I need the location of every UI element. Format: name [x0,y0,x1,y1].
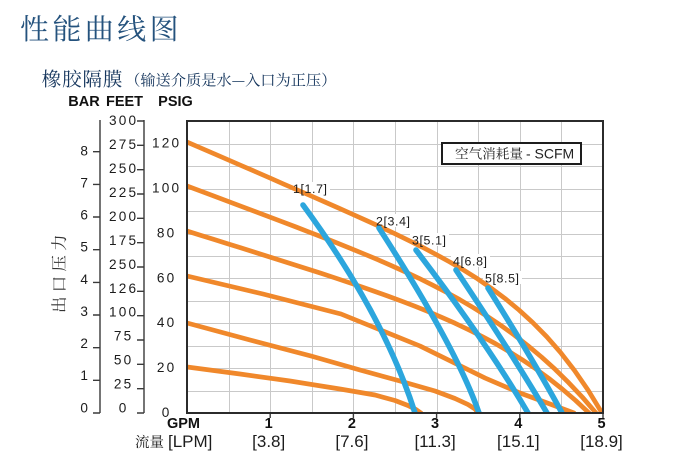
svg-text:1: 1 [80,368,90,383]
svg-text:126: 126 [109,281,138,296]
svg-text:8: 8 [80,143,90,158]
svg-text:2: 2 [80,336,90,351]
svg-text:225: 225 [109,185,138,200]
svg-text:5[8.5]: 5[8.5] [485,272,520,286]
svg-text:250: 250 [109,161,138,176]
svg-text:250: 250 [109,257,138,272]
svg-text:4[6.8]: 4[6.8] [453,255,488,269]
svg-text:3: 3 [80,304,90,319]
svg-text:75: 75 [114,329,134,344]
svg-text:4: 4 [80,272,90,287]
svg-text:[11.3]: [11.3] [414,432,455,451]
svg-text:[15.1]: [15.1] [497,432,540,451]
svg-text:7: 7 [80,175,90,190]
svg-text:175: 175 [109,233,138,248]
svg-text:0: 0 [162,405,172,420]
svg-text:300: 300 [109,113,138,128]
svg-text:[18.9]: [18.9] [580,432,623,451]
svg-text:120: 120 [152,136,181,151]
svg-text:4: 4 [514,416,522,432]
svg-text:60: 60 [157,270,177,285]
svg-text:PSIG: PSIG [158,94,193,110]
svg-text:FEET: FEET [106,94,143,110]
svg-text:275: 275 [109,137,138,152]
svg-text:1[1.7]: 1[1.7] [293,182,328,196]
svg-text:100: 100 [152,181,181,196]
svg-text:BAR: BAR [68,94,100,110]
svg-text:1: 1 [265,416,273,432]
svg-text:0: 0 [80,400,90,415]
svg-text:GPM: GPM [167,416,200,432]
svg-text:20: 20 [157,360,177,375]
svg-text:[7.6]: [7.6] [335,432,368,451]
svg-text:[3.8]: [3.8] [252,432,285,451]
svg-text:[LPM]: [LPM] [168,432,212,451]
svg-text:40: 40 [157,315,177,330]
svg-text:- SCFM: - SCFM [526,146,574,162]
svg-text:25: 25 [114,377,134,392]
svg-text:5: 5 [597,416,605,432]
svg-text:200: 200 [109,209,138,224]
svg-text:3[5.1]: 3[5.1] [412,234,447,248]
svg-text:5: 5 [80,240,90,255]
svg-text:6: 6 [80,208,90,223]
svg-text:3: 3 [431,416,439,432]
svg-text:2: 2 [348,416,356,432]
svg-text:50: 50 [114,353,134,368]
svg-text:0: 0 [119,401,129,416]
svg-text:80: 80 [157,226,177,241]
svg-text:100: 100 [109,305,138,320]
svg-text:2[3.4]: 2[3.4] [376,215,411,229]
